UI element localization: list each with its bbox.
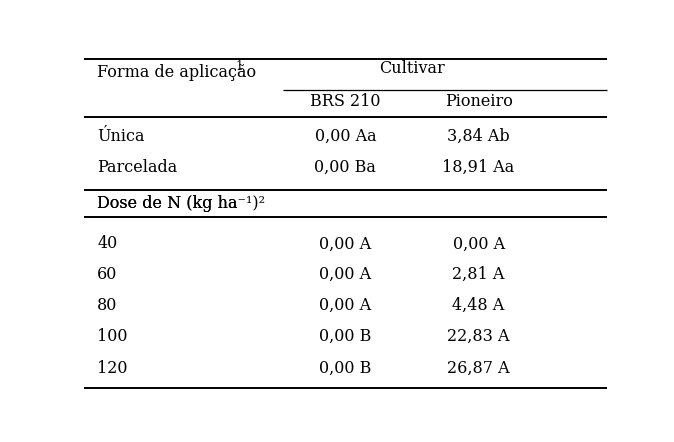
Text: 120: 120 xyxy=(97,360,128,377)
Text: Dose de N (kg ha: Dose de N (kg ha xyxy=(97,195,238,213)
Text: Pioneiro: Pioneiro xyxy=(445,93,512,110)
Text: 22,83 A: 22,83 A xyxy=(448,328,510,345)
Text: Dose de N (kg ha⁻¹)²: Dose de N (kg ha⁻¹)² xyxy=(97,195,266,213)
Text: 0,00 B: 0,00 B xyxy=(319,328,371,345)
Text: 4,48 A: 4,48 A xyxy=(452,297,505,314)
Text: 40: 40 xyxy=(97,236,117,252)
Text: 80: 80 xyxy=(97,297,118,314)
Text: 0,00 Ba: 0,00 Ba xyxy=(315,159,376,175)
Text: 0,00 A: 0,00 A xyxy=(319,266,371,283)
Text: 3,84 Ab: 3,84 Ab xyxy=(448,128,510,145)
Text: 1: 1 xyxy=(236,60,243,72)
Text: 0,00 Aa: 0,00 Aa xyxy=(315,128,376,145)
Text: 0,00 A: 0,00 A xyxy=(319,297,371,314)
Text: BRS 210: BRS 210 xyxy=(310,93,381,110)
Text: 26,87 A: 26,87 A xyxy=(448,360,510,377)
Text: 60: 60 xyxy=(97,266,118,283)
Text: Forma de aplicação: Forma de aplicação xyxy=(97,64,256,81)
Text: 0,00 A: 0,00 A xyxy=(452,236,505,252)
Text: Cultivar: Cultivar xyxy=(379,60,445,77)
Text: 100: 100 xyxy=(97,328,128,345)
Text: Parcelada: Parcelada xyxy=(97,159,177,175)
Text: 2,81 A: 2,81 A xyxy=(452,266,505,283)
Text: 0,00 A: 0,00 A xyxy=(319,236,371,252)
Text: 18,91 Aa: 18,91 Aa xyxy=(443,159,515,175)
Text: 0,00 B: 0,00 B xyxy=(319,360,371,377)
Text: Única: Única xyxy=(97,128,145,145)
